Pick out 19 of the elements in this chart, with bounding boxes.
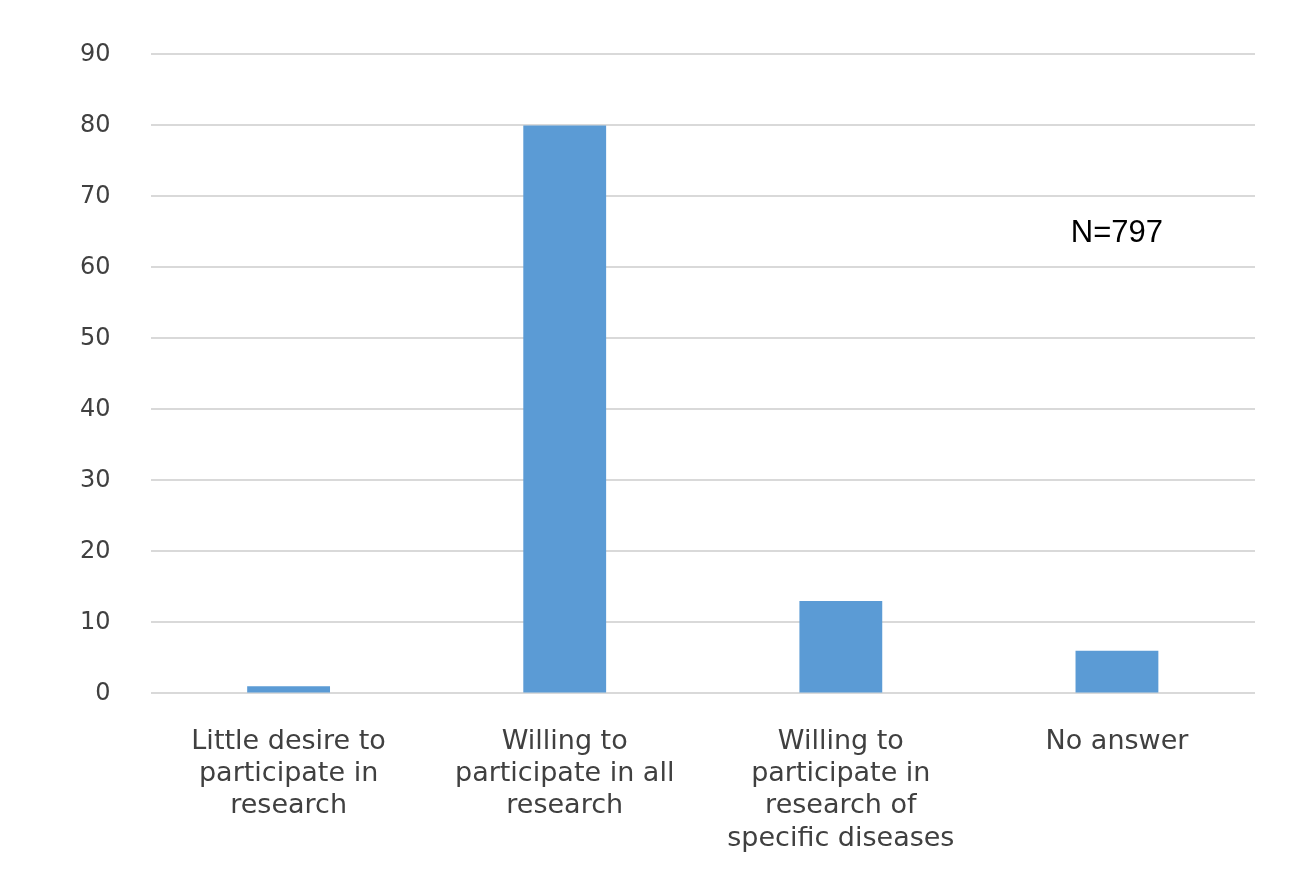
y-tick-label: 80 [79,109,111,138]
y-tick-label: 0 [95,677,111,706]
x-tick-label: Little desire to participate in research [191,723,386,820]
y-tick-label: 10 [79,606,111,635]
bar [799,601,883,693]
y-tick-label: 60 [79,251,111,280]
x-tick-label: Willing to participate in research of specific diseases [727,723,955,852]
y-tick-label: 50 [79,322,111,351]
annotation: N=797 [1070,213,1164,249]
bar [247,686,331,693]
y-tick-label: 70 [79,180,111,209]
y-tick-label: 40 [79,393,111,422]
x-tick-label: Willing to participate in all research [454,723,675,820]
bar [1075,650,1159,693]
bar [523,125,607,693]
x-tick-label: No answer [1045,723,1190,755]
y-tick-label: 20 [79,535,111,564]
y-tick-label: 30 [79,464,111,493]
y-tick-label: 90 [79,38,111,67]
